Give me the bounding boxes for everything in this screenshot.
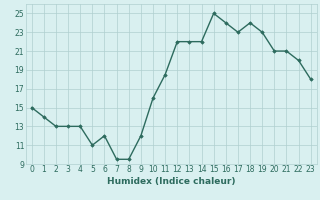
X-axis label: Humidex (Indice chaleur): Humidex (Indice chaleur) (107, 177, 236, 186)
